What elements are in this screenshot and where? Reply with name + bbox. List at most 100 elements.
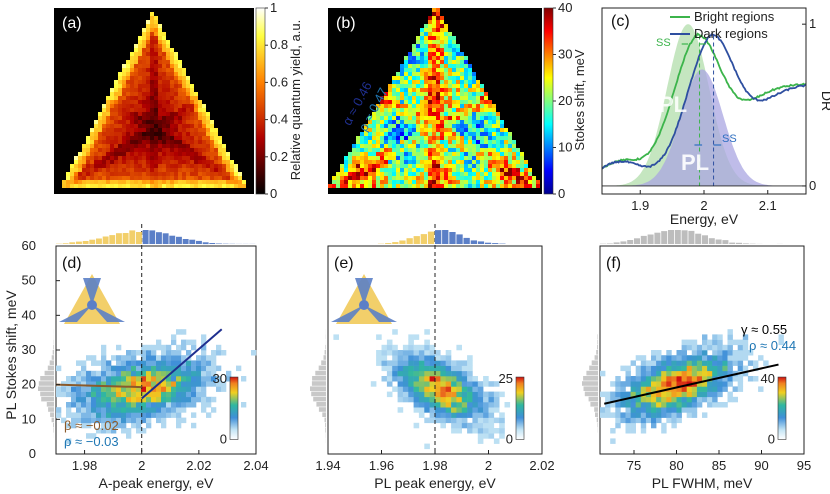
panelF-bin-27-16 <box>737 365 744 372</box>
mapB-pixel-1150 <box>488 180 492 184</box>
mapB-pixel-210 <box>432 80 436 84</box>
mapA-pixel-286 <box>194 100 198 104</box>
panelD-bin-6-3 <box>86 433 92 439</box>
panelD-bin-18-20 <box>146 344 152 351</box>
mapB-pixel-748 <box>388 148 392 152</box>
panelF-bin-8-17 <box>640 360 647 366</box>
mapA-pixel-157 <box>182 76 186 80</box>
mapA-pixel-204 <box>134 88 138 92</box>
mapA-pixel-828 <box>106 168 110 172</box>
mapA-pixel-438 <box>142 124 146 128</box>
mapB-pixel-1063 <box>344 176 348 180</box>
panelF-bin-5-4 <box>625 428 631 434</box>
mapA-pixel-77 <box>170 56 174 60</box>
mapA-pixel-428 <box>102 124 106 128</box>
panelF-bin-20-16 <box>702 365 708 372</box>
mapA-pixel-925 <box>146 176 150 180</box>
mapB-pixel-391 <box>416 108 420 112</box>
mapB-pixel-707 <box>388 144 392 148</box>
panelE-bin-20-8 <box>435 407 441 413</box>
panelD-bin-15-6 <box>131 417 137 424</box>
mapB-pixel-276 <box>408 92 412 96</box>
mapB-pixel-681 <box>448 140 452 144</box>
panelE-colorbar <box>515 376 525 440</box>
panelF-bin-23-14 <box>717 376 723 382</box>
mapB-pixel-1186 <box>420 184 424 188</box>
mapB-pixel-396 <box>436 108 440 112</box>
mapA-pixel-353 <box>150 112 154 116</box>
mapA-pixel-236 <box>178 92 182 96</box>
mapB-pixel-243 <box>472 84 476 88</box>
mapB-pixel-140 <box>468 64 472 68</box>
panelD-bin-16-8 <box>136 407 142 413</box>
mapB-pixel-315 <box>456 96 460 100</box>
panelD-bin-23-22 <box>171 334 177 340</box>
panelF-bin-12-7 <box>661 412 667 418</box>
panelD-bin-27-13 <box>191 381 197 387</box>
mapA-pixel-93 <box>122 64 126 68</box>
mapB-pixel-309 <box>432 96 436 100</box>
mapB-pixel-242 <box>468 84 472 88</box>
mapA-pixel-324 <box>142 108 146 112</box>
mapA-pixel-32 <box>154 40 158 44</box>
panelE-bin-29-4 <box>483 428 489 434</box>
panelD-bin-14-13 <box>126 381 132 387</box>
panelD-bin-25-21 <box>181 339 187 346</box>
mapB-pixel-1199 <box>472 184 476 188</box>
mapA-pixel-956 <box>90 180 94 184</box>
mapA-pixel-1013 <box>134 184 138 188</box>
mapA-pixel-221 <box>118 92 122 96</box>
mapB-pixel-692 <box>492 140 496 144</box>
mapB-pixel-621 <box>364 136 368 140</box>
mapB-pixel-266 <box>468 88 472 92</box>
mapB-pixel-1029 <box>408 172 412 176</box>
mapA-pixel-603 <box>142 144 146 148</box>
panelD-bin-25-18 <box>181 355 187 361</box>
mapA-pixel-231 <box>158 92 162 96</box>
mapB-pixel-1101 <box>496 176 500 180</box>
mapB-pixel-62 <box>448 44 452 48</box>
mapB-pixel-551 <box>388 128 392 132</box>
mapB-pixel-195 <box>456 76 460 80</box>
panelE-bin-19-17 <box>429 360 436 366</box>
panelE-bin-17-15 <box>418 370 425 377</box>
panelE-bin-19-8 <box>429 407 436 413</box>
mapA-pixel-824 <box>90 168 94 172</box>
mapB-pixel-185 <box>416 76 420 80</box>
panelE-bin-19-12 <box>429 386 436 392</box>
panel-a-label: (a) <box>62 15 82 32</box>
mapA-pixel-398 <box>102 120 106 124</box>
mapB-pixel-248 <box>396 88 400 92</box>
mapB-pixel-435 <box>468 112 472 116</box>
mapB-pixel-1171 <box>360 184 364 188</box>
panelF-bin-2-9 <box>610 402 616 408</box>
mapB-pixel-145 <box>416 68 420 72</box>
mapA-pixel-700 <box>82 156 86 160</box>
panelD-bin-20-17 <box>156 360 162 366</box>
panelF-bin-11-7 <box>656 412 662 418</box>
mapA-pixel-797 <box>150 164 154 168</box>
mapA-pixel-821 <box>78 168 82 172</box>
mapB-pixel-880 <box>384 160 388 164</box>
panelF-left-hist-bar-10 <box>588 396 598 402</box>
panelD-bin-20-10 <box>156 396 162 403</box>
mapB-pixel-948 <box>468 164 472 168</box>
panelF-bin-25-11 <box>727 391 733 398</box>
panelF-bin-9-8 <box>645 407 652 413</box>
panelD-ytick-label-1: 10 <box>22 411 36 426</box>
panelF-bin-14-5 <box>671 422 677 429</box>
panelD-bin-18-13 <box>146 381 152 387</box>
panelF-bin-24-12 <box>722 386 728 392</box>
mapA-pixel-244 <box>118 96 122 100</box>
mapA-pixel-917 <box>114 176 118 180</box>
mapB-pixel-142 <box>404 68 408 72</box>
panelD-bin-10-8 <box>106 407 112 413</box>
mapA-pixel-964 <box>122 180 126 184</box>
mapA-pixel-459 <box>102 128 106 132</box>
panelF-bin-18-7 <box>691 412 698 418</box>
panelF-top-hist-bar-2 <box>613 242 620 244</box>
mapB-pixel-43 <box>416 40 420 44</box>
mapB-pixel-294 <box>480 92 484 96</box>
mapB-pixel-601 <box>440 132 444 136</box>
mapB-pixel-709 <box>396 144 400 148</box>
